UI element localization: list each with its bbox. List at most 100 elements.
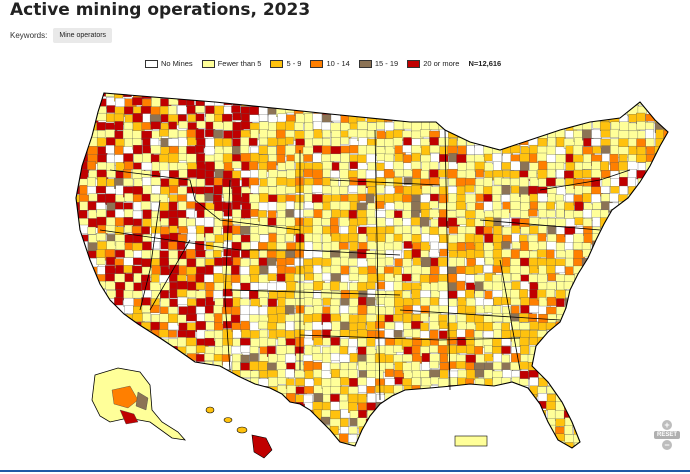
county[interactable]: [628, 434, 641, 444]
county[interactable]: [556, 345, 568, 354]
county[interactable]: [142, 441, 152, 450]
county[interactable]: [590, 434, 603, 444]
county[interactable]: [455, 361, 467, 369]
county[interactable]: [231, 105, 241, 113]
county[interactable]: [312, 90, 324, 101]
county[interactable]: [411, 273, 421, 282]
county[interactable]: [142, 425, 154, 436]
county[interactable]: [627, 161, 639, 171]
county[interactable]: [565, 130, 574, 139]
county[interactable]: [538, 441, 549, 452]
county[interactable]: [529, 305, 540, 314]
county[interactable]: [357, 217, 367, 226]
county[interactable]: [312, 121, 323, 131]
county[interactable]: [501, 386, 512, 397]
county[interactable]: [456, 121, 465, 131]
county[interactable]: [266, 417, 278, 429]
county[interactable]: [456, 401, 465, 409]
county[interactable]: [151, 185, 161, 194]
county[interactable]: [465, 362, 475, 371]
county[interactable]: [402, 354, 413, 362]
county[interactable]: [178, 201, 187, 211]
county[interactable]: [312, 264, 322, 274]
county[interactable]: [295, 113, 306, 124]
county[interactable]: [312, 225, 323, 235]
county[interactable]: [645, 369, 657, 378]
county[interactable]: [627, 441, 639, 453]
county[interactable]: [600, 401, 613, 410]
county[interactable]: [249, 402, 259, 412]
county[interactable]: [69, 418, 80, 429]
county[interactable]: [519, 432, 532, 444]
county[interactable]: [322, 394, 332, 403]
county[interactable]: [367, 90, 377, 102]
county[interactable]: [565, 313, 576, 324]
county[interactable]: [322, 129, 331, 138]
county[interactable]: [358, 97, 369, 107]
county[interactable]: [77, 425, 90, 436]
county[interactable]: [654, 401, 664, 412]
county[interactable]: [329, 201, 341, 211]
county[interactable]: [573, 410, 585, 418]
county[interactable]: [500, 209, 510, 219]
county[interactable]: [637, 290, 650, 299]
county[interactable]: [187, 169, 198, 178]
county[interactable]: [401, 425, 412, 435]
county[interactable]: [168, 330, 177, 338]
county[interactable]: [70, 154, 79, 163]
county[interactable]: [636, 370, 647, 380]
county[interactable]: [600, 330, 609, 340]
county[interactable]: [510, 417, 523, 429]
county[interactable]: [232, 433, 243, 443]
county[interactable]: [401, 410, 412, 419]
county[interactable]: [159, 202, 169, 212]
county[interactable]: [249, 249, 260, 260]
county[interactable]: [447, 113, 459, 123]
county[interactable]: [384, 256, 394, 266]
county[interactable]: [421, 434, 433, 443]
county[interactable]: [357, 304, 368, 315]
alaska-inset[interactable]: [91, 367, 187, 441]
county[interactable]: [232, 394, 244, 403]
county[interactable]: [538, 450, 547, 460]
county[interactable]: [583, 289, 595, 297]
county[interactable]: [222, 345, 233, 356]
county[interactable]: [302, 416, 314, 429]
county[interactable]: [412, 91, 425, 102]
county[interactable]: [168, 354, 178, 366]
county[interactable]: [546, 201, 555, 210]
county[interactable]: [556, 376, 567, 386]
county[interactable]: [439, 178, 449, 188]
county[interactable]: [123, 441, 136, 452]
county[interactable]: [385, 425, 395, 433]
county[interactable]: [519, 394, 532, 404]
county[interactable]: [637, 218, 647, 230]
county[interactable]: [393, 401, 403, 410]
county[interactable]: [223, 232, 234, 241]
county[interactable]: [663, 225, 672, 236]
county[interactable]: [106, 256, 117, 266]
county[interactable]: [71, 410, 83, 421]
county[interactable]: [168, 153, 179, 163]
county[interactable]: [186, 434, 197, 443]
county[interactable]: [429, 321, 440, 330]
county[interactable]: [348, 442, 360, 451]
county[interactable]: [554, 370, 566, 380]
county[interactable]: [536, 186, 548, 195]
county[interactable]: [393, 105, 404, 116]
county[interactable]: [240, 386, 251, 398]
county[interactable]: [213, 401, 224, 410]
county[interactable]: [555, 321, 568, 331]
county[interactable]: [88, 330, 99, 342]
county[interactable]: [79, 322, 89, 331]
county[interactable]: [600, 96, 612, 106]
county[interactable]: [239, 266, 251, 276]
county[interactable]: [258, 418, 271, 429]
county[interactable]: [214, 210, 223, 220]
county[interactable]: [627, 249, 640, 258]
county[interactable]: [258, 393, 269, 401]
county[interactable]: [311, 194, 324, 203]
county[interactable]: [655, 162, 666, 170]
county[interactable]: [340, 178, 350, 187]
county[interactable]: [583, 97, 593, 108]
